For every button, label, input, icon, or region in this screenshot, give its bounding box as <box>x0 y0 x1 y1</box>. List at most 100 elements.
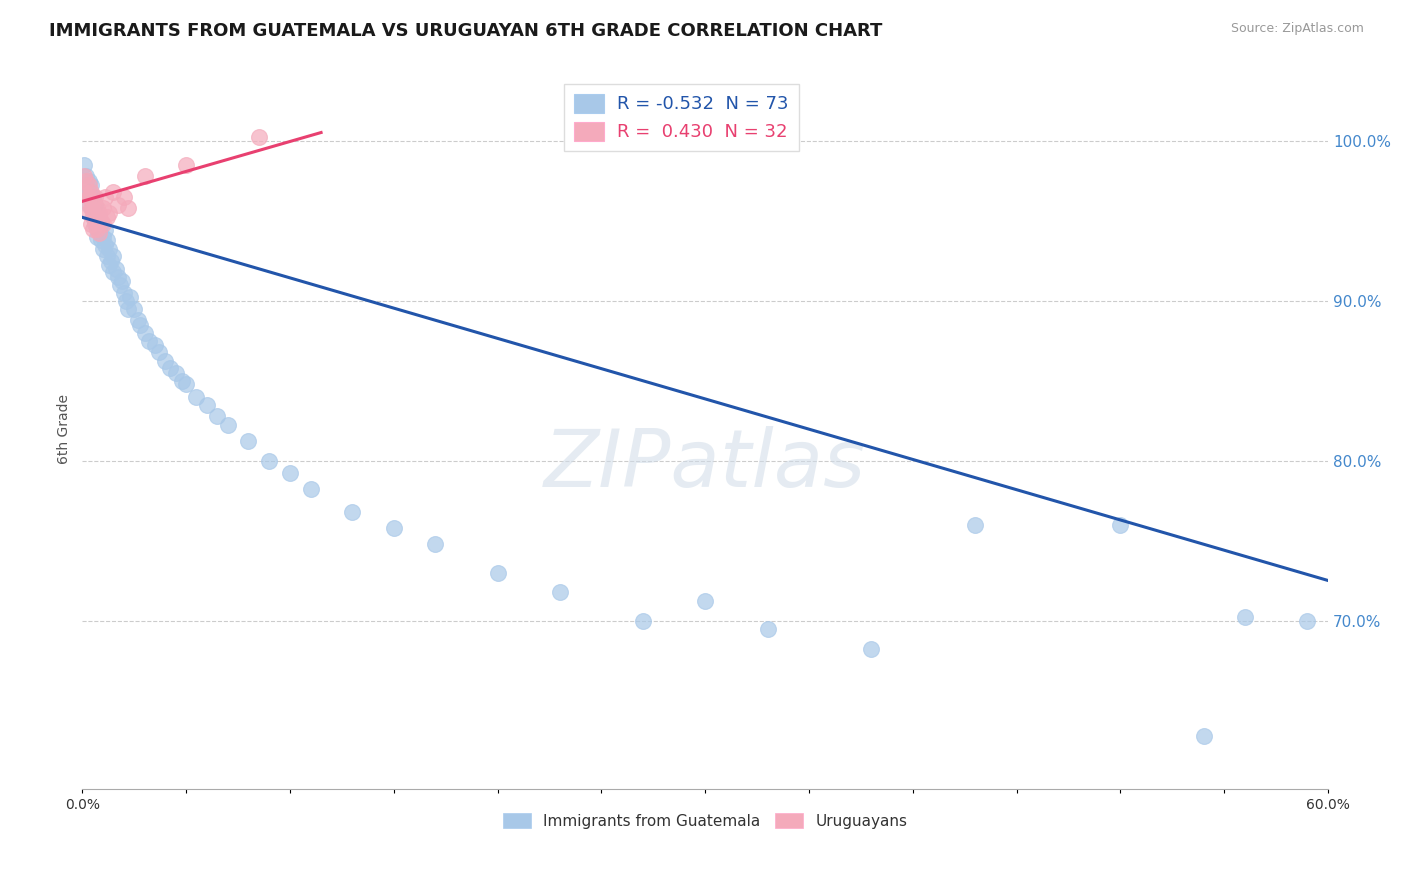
Point <box>115 293 138 308</box>
Point <box>77 185 100 199</box>
Point <box>98 243 121 257</box>
Point <box>90 233 112 247</box>
Point <box>98 205 121 219</box>
Point <box>965 517 987 532</box>
Point <box>96 249 118 263</box>
Point <box>217 418 239 433</box>
Point <box>91 217 114 231</box>
Point <box>87 205 110 219</box>
Point <box>117 301 139 316</box>
Point <box>103 265 125 279</box>
Text: Source: ZipAtlas.com: Source: ZipAtlas.com <box>1230 22 1364 36</box>
Point <box>195 398 218 412</box>
Point <box>165 366 187 380</box>
Point <box>425 537 447 551</box>
Point <box>159 360 181 375</box>
Point <box>112 285 135 300</box>
Point <box>79 217 101 231</box>
Point <box>103 249 125 263</box>
Point <box>100 253 122 268</box>
Point <box>82 211 104 225</box>
Point <box>186 390 208 404</box>
Point <box>278 467 301 481</box>
Point <box>96 233 118 247</box>
Point <box>86 221 108 235</box>
Point <box>75 181 97 195</box>
Point <box>83 197 105 211</box>
Point <box>90 213 112 227</box>
Point <box>155 354 177 368</box>
Point <box>75 169 97 183</box>
Point <box>631 614 654 628</box>
Point <box>73 157 96 171</box>
Point <box>73 185 96 199</box>
Point <box>118 290 141 304</box>
Point <box>87 227 110 241</box>
Point <box>112 189 135 203</box>
Point <box>107 197 129 211</box>
Legend: Immigrants from Guatemala, Uruguayans: Immigrants from Guatemala, Uruguayans <box>498 806 914 835</box>
Point <box>77 173 100 187</box>
Point <box>143 338 166 352</box>
Point <box>82 189 104 203</box>
Point <box>82 201 104 215</box>
Text: ZIPatlas: ZIPatlas <box>544 425 866 503</box>
Point <box>91 229 114 244</box>
Y-axis label: 6th Grade: 6th Grade <box>58 393 72 464</box>
Point <box>87 223 110 237</box>
Point <box>82 194 104 209</box>
Point <box>75 194 97 209</box>
Point <box>77 178 100 193</box>
Point <box>77 205 100 219</box>
Point <box>117 201 139 215</box>
Text: IMMIGRANTS FROM GUATEMALA VS URUGUAYAN 6TH GRADE CORRELATION CHART: IMMIGRANTS FROM GUATEMALA VS URUGUAYAN 6… <box>49 22 883 40</box>
Point <box>299 483 322 497</box>
Point <box>134 326 156 340</box>
Point <box>82 221 104 235</box>
Point <box>1296 614 1319 628</box>
Point <box>127 312 149 326</box>
Point <box>103 185 125 199</box>
Point <box>1109 517 1132 532</box>
Point <box>91 243 114 257</box>
Point <box>1234 610 1257 624</box>
Point <box>77 197 100 211</box>
Point <box>548 584 571 599</box>
Point <box>90 217 112 231</box>
Point <box>86 217 108 231</box>
Point <box>86 205 108 219</box>
Point <box>86 229 108 244</box>
Point <box>94 189 117 203</box>
Point <box>382 521 405 535</box>
Point <box>342 505 364 519</box>
Point <box>148 344 170 359</box>
Point <box>82 205 104 219</box>
Point <box>96 211 118 225</box>
Point <box>91 201 114 215</box>
Point <box>83 213 105 227</box>
Point <box>87 211 110 225</box>
Point <box>860 642 883 657</box>
Point <box>238 434 260 449</box>
Point <box>111 274 134 288</box>
Point <box>86 201 108 215</box>
Point <box>108 277 131 292</box>
Point <box>1192 729 1215 743</box>
Point <box>695 594 717 608</box>
Point <box>79 178 101 193</box>
Point <box>94 237 117 252</box>
Point <box>129 318 152 332</box>
Point <box>486 566 509 580</box>
Point <box>79 189 101 203</box>
Point <box>98 258 121 272</box>
Point <box>79 201 101 215</box>
Point <box>77 189 100 203</box>
Point <box>73 169 96 183</box>
Point <box>756 622 779 636</box>
Point <box>107 269 129 284</box>
Point <box>174 376 197 391</box>
Point <box>79 185 101 199</box>
Point <box>83 189 105 203</box>
Point <box>138 334 160 348</box>
Point <box>94 223 117 237</box>
